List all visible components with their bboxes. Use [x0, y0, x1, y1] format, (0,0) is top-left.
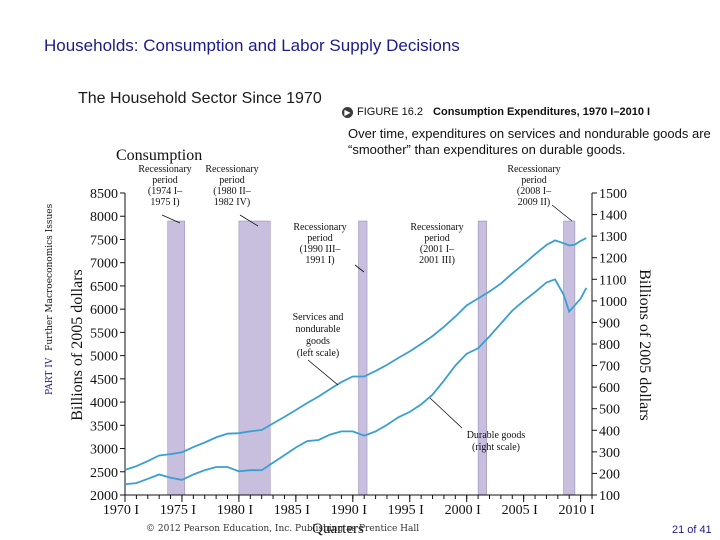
y-right-tick-label: 1400: [599, 209, 627, 224]
y-left-tick-label: 7500: [90, 233, 118, 248]
chart-labels: Consumption Quarters Billions of 2005 doll…: [69, 147, 653, 537]
y-right-tick-label: 600: [599, 381, 620, 396]
y-right-tick-label: 900: [599, 316, 620, 331]
x-tick-label: 1985 I: [274, 503, 311, 518]
durable-goods-line: [124, 278, 588, 486]
y-right-tick-label: 1000: [599, 295, 627, 310]
recession-label: Recessionary period (2001 I– 2001 III): [410, 222, 463, 266]
y-right-tick-label: 1500: [599, 187, 627, 202]
figure-caption-text: Consumption Expenditures, 1970 I–2010 I: [433, 106, 651, 118]
x-tick-label: 2005 I: [502, 503, 539, 518]
y-left-tick-label: 3500: [90, 419, 118, 434]
services-nondurables-line: [124, 237, 587, 471]
y-left-tick-label: 4000: [90, 396, 118, 411]
x-tick-label: 1970 I: [103, 503, 140, 518]
recession-band: [477, 220, 487, 496]
figure-caption: ▶ FIGURE 16.2 Consumption Expenditures, …: [342, 106, 650, 118]
y-right-tick-label: 400: [599, 424, 620, 439]
y-right-tick-label: 800: [599, 338, 620, 353]
x-tick-label: 1980 I: [217, 503, 254, 518]
y-left-tick-label: 2000: [90, 489, 118, 504]
y-right-tick-label: 200: [599, 467, 620, 482]
recession-label-leader: [239, 214, 259, 227]
y-left-tick-label: 7000: [90, 257, 118, 272]
y-right-tick-label: 1100: [599, 273, 626, 288]
recession-band: [238, 220, 271, 496]
recession-band: [563, 220, 576, 496]
y-left-tick-label: 6500: [90, 280, 118, 295]
page-number: 21 of 41: [672, 524, 715, 536]
y-left-tick-label: 2500: [90, 466, 118, 481]
y-right-tick-label: 1200: [599, 252, 627, 267]
recession-label: Recessionary period (2008 I– 2009 II): [507, 164, 560, 208]
y-right-tick-label: 500: [599, 403, 620, 418]
y-left-tick-label: 3000: [90, 443, 118, 458]
y-left-tick-label: 6000: [90, 303, 118, 318]
page-current: 21: [672, 524, 685, 536]
durables-annotation: Durable goods (right scale): [467, 430, 526, 453]
x-tick-label: 2000 I: [445, 503, 482, 518]
x-tick-label: 1995 I: [388, 503, 425, 518]
axes: 2000 2500 3000 3500 4000 4500 5000 5500 6000 6500…: [90, 187, 627, 518]
durables-annotation-leader: [429, 397, 463, 429]
services-annotation: Services and nondurable goods (left scale): [293, 312, 344, 359]
y-axis-label-right: Billions of 2005 dollars: [636, 269, 653, 421]
x-tick-label: 1990 I: [331, 503, 368, 518]
recession-label: Recessionary period (1990 III– 1991 I): [293, 222, 346, 266]
arrow-circle-icon: ▶: [342, 106, 353, 118]
x-tick-label: 1975 I: [160, 503, 197, 518]
recession-label-leader: [551, 204, 573, 222]
figure-note: Over time, expenditures on services and …: [348, 126, 711, 157]
y-right-tick-label: 1300: [599, 230, 627, 245]
y-right-tick-label: 700: [599, 360, 620, 375]
page-of: of: [687, 524, 697, 536]
recession-label: Recessionary period (1980 II– 1982 IV): [205, 164, 258, 208]
y-left-tick-label: 5500: [90, 326, 118, 341]
recession-label-leader: [161, 214, 181, 224]
x-axis-label: Quarters: [312, 521, 364, 537]
y-right-tick-label: 300: [599, 446, 620, 461]
page-total: 41: [699, 524, 712, 536]
y-axis-label-left: Billions of 2005 dollars: [69, 269, 86, 421]
figure-number: FIGURE 16.2: [357, 106, 424, 118]
recession-band: [358, 220, 368, 496]
y-left-tick-label: 8500: [90, 187, 118, 202]
copyright: © 2012 Pearson Education, Inc. Publishin…: [146, 524, 420, 534]
x-tick-label: 2010 I: [559, 503, 596, 518]
slide-subtitle: The Household Sector Since 1970: [78, 90, 322, 107]
chart-title: Consumption: [116, 147, 202, 164]
recession-label: Recessionary period (1974 I– 1975 I): [138, 164, 191, 208]
y-left-tick-label: 8000: [90, 210, 118, 225]
y-left-tick-label: 4500: [90, 373, 118, 388]
recession-bands: [167, 220, 576, 496]
series-lines: [124, 237, 588, 486]
y-left-tick-label: 5000: [90, 350, 118, 365]
slide-title: Households: Consumption and Labor Supply…: [44, 36, 460, 55]
recession-label-leader: [354, 264, 365, 273]
services-annotation-leader: [307, 359, 339, 386]
y-right-tick-label: 100: [599, 489, 620, 504]
